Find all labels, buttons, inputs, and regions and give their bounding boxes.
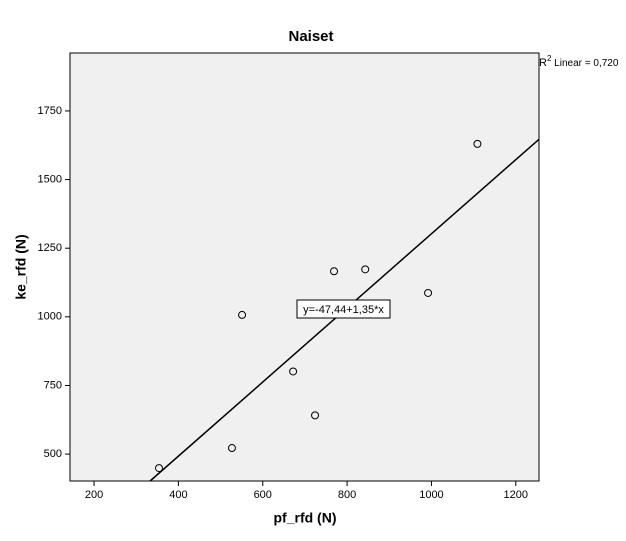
x-tick-label: 600 bbox=[254, 489, 272, 501]
x-tick-label: 400 bbox=[169, 489, 187, 501]
r2-label: R2 Linear = 0,720 bbox=[539, 54, 619, 69]
r2-rest: Linear = 0,720 bbox=[551, 58, 618, 69]
y-tick-label: 500 bbox=[44, 448, 62, 460]
plot-area bbox=[69, 52, 540, 482]
y-axis-label: ke_rfd (N) bbox=[13, 234, 29, 299]
x-tick-label: 800 bbox=[338, 489, 356, 501]
y-tick-label: 1750 bbox=[38, 105, 62, 117]
point bbox=[311, 411, 320, 420]
point bbox=[238, 310, 247, 319]
x-tick-label: 1200 bbox=[504, 489, 528, 501]
y-tick-label: 1500 bbox=[38, 173, 62, 185]
y-tick-label: 750 bbox=[44, 379, 62, 391]
point bbox=[473, 139, 482, 148]
point bbox=[289, 367, 298, 376]
fit-label: y=-47,44+1,35*x bbox=[303, 304, 384, 316]
r2-sup: 2 bbox=[547, 54, 552, 63]
x-axis-label: pf_rfd (N) bbox=[274, 510, 337, 526]
fit-label-box bbox=[296, 299, 391, 319]
x-tick-label: 200 bbox=[85, 489, 103, 501]
chart-title: Naiset bbox=[288, 28, 333, 45]
r2-base: R bbox=[539, 57, 547, 69]
point bbox=[154, 464, 163, 473]
y-tick-label: 1250 bbox=[38, 242, 62, 254]
x-tick-label: 1000 bbox=[419, 489, 443, 501]
point bbox=[424, 288, 433, 297]
point bbox=[330, 267, 339, 276]
point bbox=[361, 265, 370, 274]
point bbox=[227, 444, 236, 453]
y-tick-label: 1000 bbox=[38, 311, 62, 323]
